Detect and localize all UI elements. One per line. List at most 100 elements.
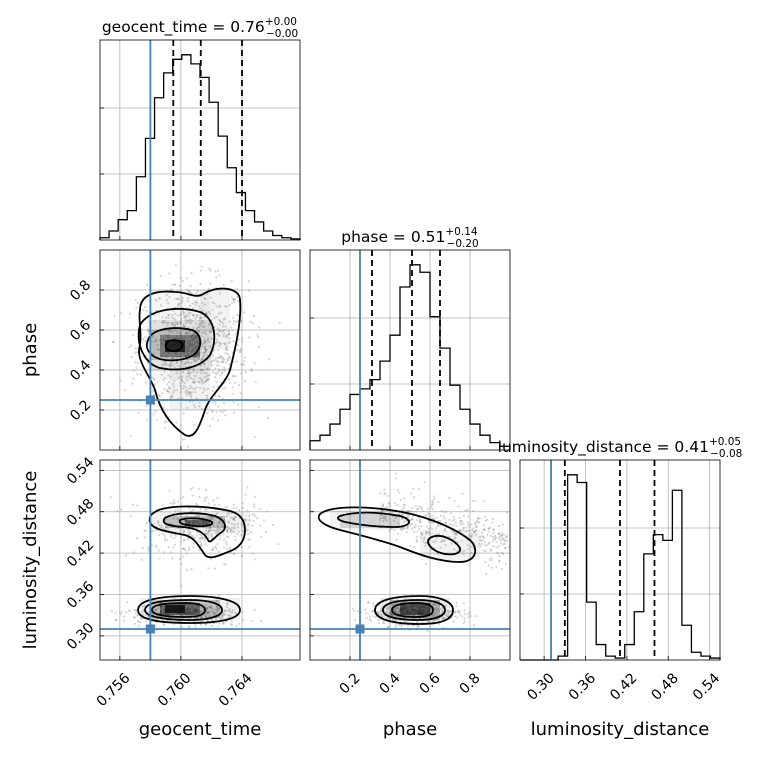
sample-point xyxy=(206,612,209,615)
sample-point xyxy=(218,369,221,372)
sample-point xyxy=(184,549,187,552)
sample-point xyxy=(203,363,206,366)
sample-point xyxy=(237,384,241,387)
sample-point xyxy=(410,522,414,525)
sample-point xyxy=(165,363,168,366)
sample-point xyxy=(211,417,214,420)
sample-point xyxy=(190,509,193,513)
sample-point xyxy=(173,379,176,383)
sample-point xyxy=(453,615,456,618)
sample-point xyxy=(199,269,202,272)
sample-point xyxy=(185,331,188,334)
sample-point xyxy=(166,613,169,616)
sample-point xyxy=(495,546,498,549)
sample-point xyxy=(187,611,190,615)
sample-point xyxy=(246,529,249,532)
sample-point xyxy=(187,353,190,356)
sample-point xyxy=(479,545,482,548)
sample-point xyxy=(427,515,431,518)
sample-point xyxy=(221,325,224,328)
sample-point xyxy=(171,364,175,367)
sample-point xyxy=(424,542,427,545)
sample-point xyxy=(151,544,154,547)
sample-point xyxy=(419,521,422,524)
sample-point xyxy=(170,394,173,397)
sample-point xyxy=(227,609,231,612)
sample-point xyxy=(222,612,225,616)
sample-point xyxy=(196,345,199,348)
sample-point xyxy=(216,543,219,546)
sample-point xyxy=(208,322,211,325)
sample-point xyxy=(157,534,160,537)
sample-point xyxy=(423,480,426,484)
sample-point xyxy=(388,501,391,505)
sample-point xyxy=(115,618,118,621)
sample-point xyxy=(438,609,441,612)
sample-point xyxy=(210,361,213,364)
sample-point xyxy=(397,606,400,609)
sample-point xyxy=(240,524,244,527)
sample-point xyxy=(170,551,173,554)
sample-point xyxy=(353,609,356,613)
sample-point xyxy=(463,609,466,612)
sample-point xyxy=(216,356,220,359)
sample-point xyxy=(151,617,154,620)
panel-frame xyxy=(99,39,301,241)
sample-point xyxy=(227,520,230,523)
sample-point xyxy=(224,325,227,328)
sample-point xyxy=(406,525,410,528)
sample-point xyxy=(422,540,425,543)
sample-point xyxy=(494,534,497,538)
sample-point xyxy=(200,616,203,620)
sample-point xyxy=(179,321,183,324)
sample-point xyxy=(471,528,474,532)
sample-point xyxy=(424,616,427,620)
sample-point xyxy=(419,506,423,509)
sample-point xyxy=(134,612,137,615)
sample-point xyxy=(458,613,462,616)
sample-point xyxy=(171,357,174,360)
sample-point xyxy=(456,616,459,619)
sample-point xyxy=(443,616,446,619)
sample-point xyxy=(174,320,177,324)
sample-point xyxy=(372,602,375,605)
sample-point xyxy=(171,314,174,317)
sample-point xyxy=(216,360,220,363)
sample-point xyxy=(145,620,148,623)
sample-point xyxy=(217,334,221,337)
sample-point xyxy=(171,322,174,325)
sample-point xyxy=(501,538,505,541)
sample-point xyxy=(485,518,489,521)
sample-point xyxy=(497,545,501,548)
sample-point xyxy=(197,514,200,517)
sample-point xyxy=(205,611,208,614)
sample-point xyxy=(485,544,489,547)
sample-point xyxy=(143,536,146,539)
sample-point xyxy=(217,405,220,408)
sample-point xyxy=(197,604,200,607)
sample-point xyxy=(372,610,375,613)
sample-point xyxy=(503,542,506,545)
sample-point xyxy=(194,607,197,610)
sample-point xyxy=(226,359,230,362)
sample-point xyxy=(191,381,194,384)
sample-point xyxy=(476,517,479,520)
x-axis-label-luminosity_distance: luminosity_distance xyxy=(531,719,710,740)
sample-point xyxy=(180,562,183,565)
sample-point xyxy=(419,531,423,535)
sample-point xyxy=(143,529,146,532)
sample-point xyxy=(215,547,218,550)
sample-point xyxy=(439,520,442,523)
sample-point xyxy=(176,314,180,317)
sample-point xyxy=(427,527,430,530)
sample-point xyxy=(170,322,173,326)
sample-point xyxy=(219,617,222,620)
sample-point xyxy=(188,290,191,293)
sample-point xyxy=(165,538,169,542)
sample-point xyxy=(187,625,191,628)
sample-point xyxy=(239,392,242,395)
sample-point xyxy=(135,366,138,370)
sample-point xyxy=(227,512,231,515)
sample-point xyxy=(216,524,219,527)
sample-point xyxy=(183,363,186,366)
